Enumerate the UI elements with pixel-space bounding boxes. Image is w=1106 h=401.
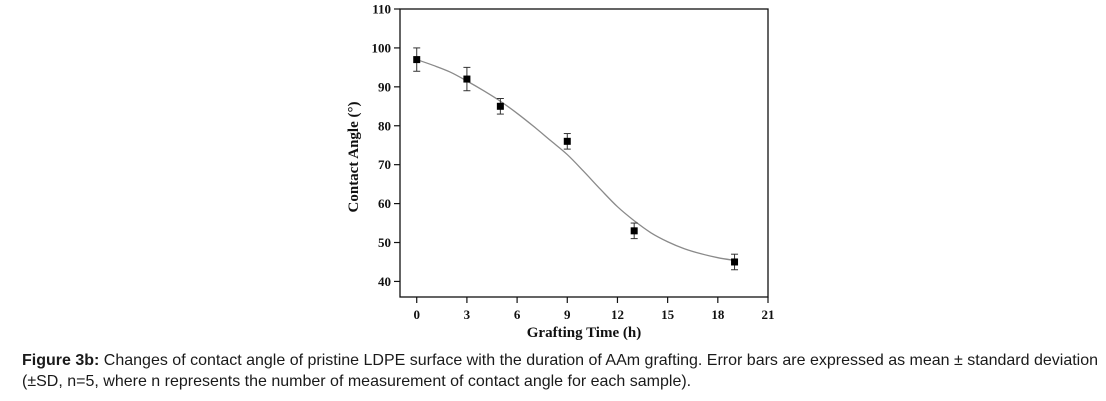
- caption-text: Changes of contact angle of pristine LDP…: [22, 352, 1099, 390]
- caption-label: Figure 3b:: [22, 352, 100, 369]
- figure-caption: Figure 3b: Changes of contact angle of p…: [22, 350, 1102, 392]
- x-tick-label: 6: [514, 307, 521, 322]
- data-point: [731, 258, 739, 266]
- data-point: [630, 227, 638, 235]
- y-tick-label: 100: [372, 40, 392, 55]
- x-tick-label: 3: [464, 307, 471, 322]
- y-tick-label: 70: [378, 157, 391, 172]
- data-point: [463, 75, 471, 83]
- y-tick-label: 50: [378, 235, 391, 250]
- y-axis-title: Contact Angle (°): [346, 102, 362, 213]
- y-tick-label: 60: [378, 196, 391, 211]
- data-point: [496, 102, 504, 110]
- contact-angle-chart: 0 3 6 9 12 15 18 21 40 50 60 70 80 90 100 110 Grafting …: [346, 2, 775, 342]
- x-tick-label: 18: [711, 307, 725, 322]
- x-tick-label: 0: [413, 307, 420, 322]
- data-points-group: [413, 47, 739, 271]
- y-tick-label: 40: [378, 274, 391, 289]
- plot-axes: 0 3 6 9 12 15 18 21 40 50 60 70 80 90 100 110: [372, 2, 775, 323]
- fit-curve-group: [416, 58, 735, 262]
- x-tick-label: 9: [564, 307, 571, 322]
- x-tick-label: 12: [611, 307, 624, 322]
- plot-frame: [399, 8, 769, 298]
- x-tick-label: 15: [661, 307, 675, 322]
- data-point: [413, 56, 421, 64]
- fit-curve-line: [416, 58, 735, 262]
- data-point: [563, 137, 571, 145]
- y-tick-label: 110: [372, 2, 391, 17]
- y-tick-label: 90: [378, 79, 391, 94]
- x-tick-label: 21: [762, 307, 775, 322]
- x-axis-title: Grafting Time (h): [527, 325, 641, 341]
- y-tick-label: 80: [378, 118, 391, 133]
